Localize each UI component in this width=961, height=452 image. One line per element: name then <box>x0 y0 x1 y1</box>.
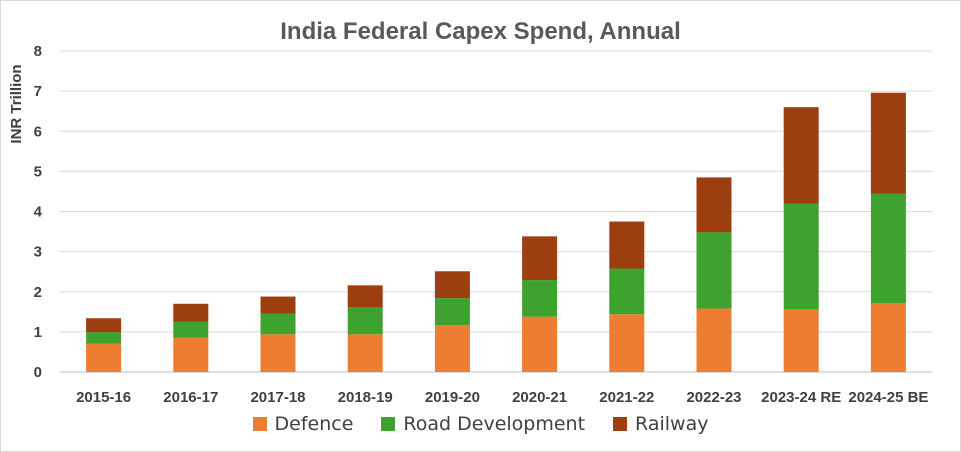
bars <box>86 92 906 372</box>
legend-label: Defence <box>274 413 354 435</box>
bar-road-development <box>260 313 296 335</box>
bar-railway <box>696 177 732 233</box>
y-tick-label: 7 <box>34 83 42 100</box>
y-tick-label: 6 <box>34 123 42 140</box>
bar-defence <box>173 337 209 372</box>
y-tick-label: 0 <box>34 364 42 381</box>
x-tick-label: 2018-19 <box>338 389 393 406</box>
legend-label: Road Development <box>403 413 586 435</box>
y-axis-label: INR Trillion <box>8 64 25 143</box>
x-tick-label: 2023-24 RE <box>761 389 841 406</box>
x-tick-label: 2016-17 <box>163 389 218 406</box>
x-tick-label: 2021-22 <box>599 389 654 406</box>
bar-defence <box>522 316 558 372</box>
bar-railway <box>173 303 209 322</box>
legend-item: Railway <box>613 413 708 435</box>
y-tick-labels: 0 1 2 3 4 5 6 7 8 <box>34 43 43 381</box>
bar-railway <box>609 221 645 269</box>
legend-label: Railway <box>635 413 709 435</box>
bar-road-development <box>609 268 645 315</box>
legend-item: Road Development <box>381 413 585 435</box>
bar-defence <box>609 314 645 372</box>
legend-swatch <box>252 417 267 431</box>
y-tick-label: 3 <box>34 244 42 261</box>
y-tick-label: 8 <box>34 43 42 60</box>
legend: Defence Road Development Railway <box>0 413 961 435</box>
bar-road-development <box>86 332 122 344</box>
bar-railway <box>434 271 470 299</box>
bar-defence <box>347 334 383 372</box>
x-tick-label: 2024-25 BE <box>848 389 928 406</box>
x-tick-label: 2015-16 <box>76 389 131 406</box>
bar-defence <box>86 343 122 372</box>
y-tick-label: 2 <box>34 284 42 301</box>
bar-railway <box>86 318 122 333</box>
x-tick-label: 2017-18 <box>250 389 305 406</box>
y-tick-label: 1 <box>34 324 42 341</box>
legend-swatch <box>381 417 396 431</box>
bar-road-development <box>173 321 209 338</box>
bar-road-development <box>347 307 383 335</box>
bar-railway <box>347 285 383 308</box>
bar-defence <box>870 302 906 372</box>
x-tick-labels: 2015-16 2016-17 2017-18 2018-19 2019-20 2020-… <box>76 389 928 406</box>
y-tick-label: 5 <box>34 163 42 180</box>
x-tick-label: 2022-23 <box>686 389 741 406</box>
bar-defence <box>434 325 470 372</box>
bar-defence <box>260 334 296 372</box>
chart-title: India Federal Capex Spend, Annual <box>280 18 681 45</box>
bar-railway <box>783 107 819 204</box>
bar-defence <box>783 309 819 372</box>
bar-railway <box>260 296 296 314</box>
bar-road-development <box>522 280 558 317</box>
x-tick-label: 2020-21 <box>512 389 567 406</box>
legend-swatch <box>613 417 628 431</box>
bar-railway <box>522 236 558 281</box>
bar-road-development <box>696 232 732 309</box>
y-tick-label: 4 <box>34 204 43 221</box>
bar-railway <box>870 92 906 194</box>
bar-road-development <box>870 193 906 303</box>
bar-road-development <box>434 298 470 326</box>
bar-road-development <box>783 203 819 310</box>
x-tick-label: 2019-20 <box>425 389 480 406</box>
legend-item: Defence <box>252 413 354 435</box>
bar-defence <box>696 308 732 372</box>
